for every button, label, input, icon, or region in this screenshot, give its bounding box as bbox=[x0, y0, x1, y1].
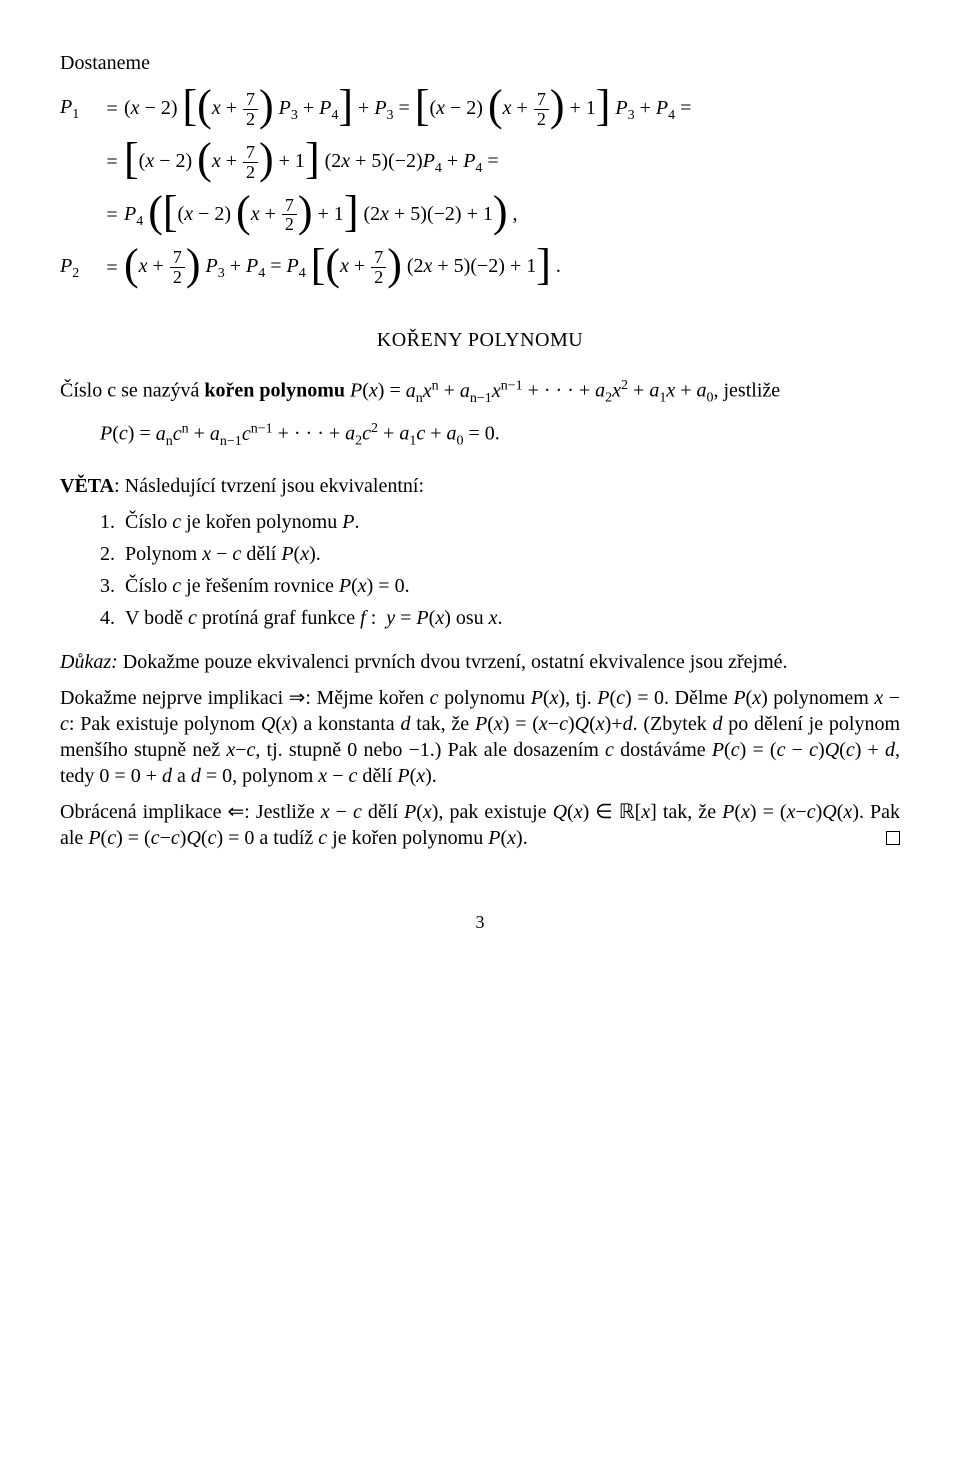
veta-text: : Následující tvrzení jsou ekvivalentní: bbox=[114, 475, 424, 497]
enum-1: 1. Číslo c je kořen polynomu P. bbox=[100, 509, 900, 535]
eq-line-4: P2 = (x + 72) P3 + P4 = P4 [(x + 72) (2x… bbox=[60, 248, 900, 287]
equation-block: P1 = (x − 2) [(x + 72) P3 + P4] + P3 = [… bbox=[60, 90, 900, 287]
proof-para-1: Důkaz: Dokažme pouze ekvivalenci prvních… bbox=[60, 649, 900, 675]
enum-3: 3. Číslo c je řešením rovnice P(x) = 0. bbox=[100, 573, 900, 599]
definition-equation: P(c) = ancn + an−1cn−1 + · · · + a2c2 + … bbox=[100, 420, 900, 451]
enum-2: 2. Polynom x − c dělí P(x). bbox=[100, 541, 900, 567]
proof-para-3: Obrácená implikace ⇐: Jestliže x − c děl… bbox=[60, 799, 900, 851]
qed-box bbox=[886, 831, 900, 845]
proof-para-2: Dokažme nejprve implikaci ⇒: Mějme kořen… bbox=[60, 685, 900, 789]
section-heading: KOŘENY POLYNOMU bbox=[60, 327, 900, 353]
page-number: 3 bbox=[60, 911, 900, 934]
eq-line-1: P1 = (x − 2) [(x + 72) P3 + P4] + P3 = [… bbox=[60, 90, 900, 129]
theorem-line: VĚTA: Následující tvrzení jsou ekvivalen… bbox=[60, 473, 900, 499]
heading-rest: OŘENY POLYNOMU bbox=[392, 329, 583, 351]
enum-4: 4. V bodě c protíná graf funkce f : y = … bbox=[100, 605, 900, 631]
lead-text: Dostaneme bbox=[60, 50, 900, 76]
eq-line-2: = [(x − 2) (x + 72) + 1] (2x + 5)(−2)P4 … bbox=[60, 143, 900, 182]
veta-label: VĚTA bbox=[60, 475, 114, 497]
definition-paragraph: Číslo c se nazývá kořen polynomu P(x) = … bbox=[60, 377, 900, 408]
eq-line-3: = P4 ([(x − 2) (x + 72) + 1] (2x + 5)(−2… bbox=[60, 196, 900, 235]
